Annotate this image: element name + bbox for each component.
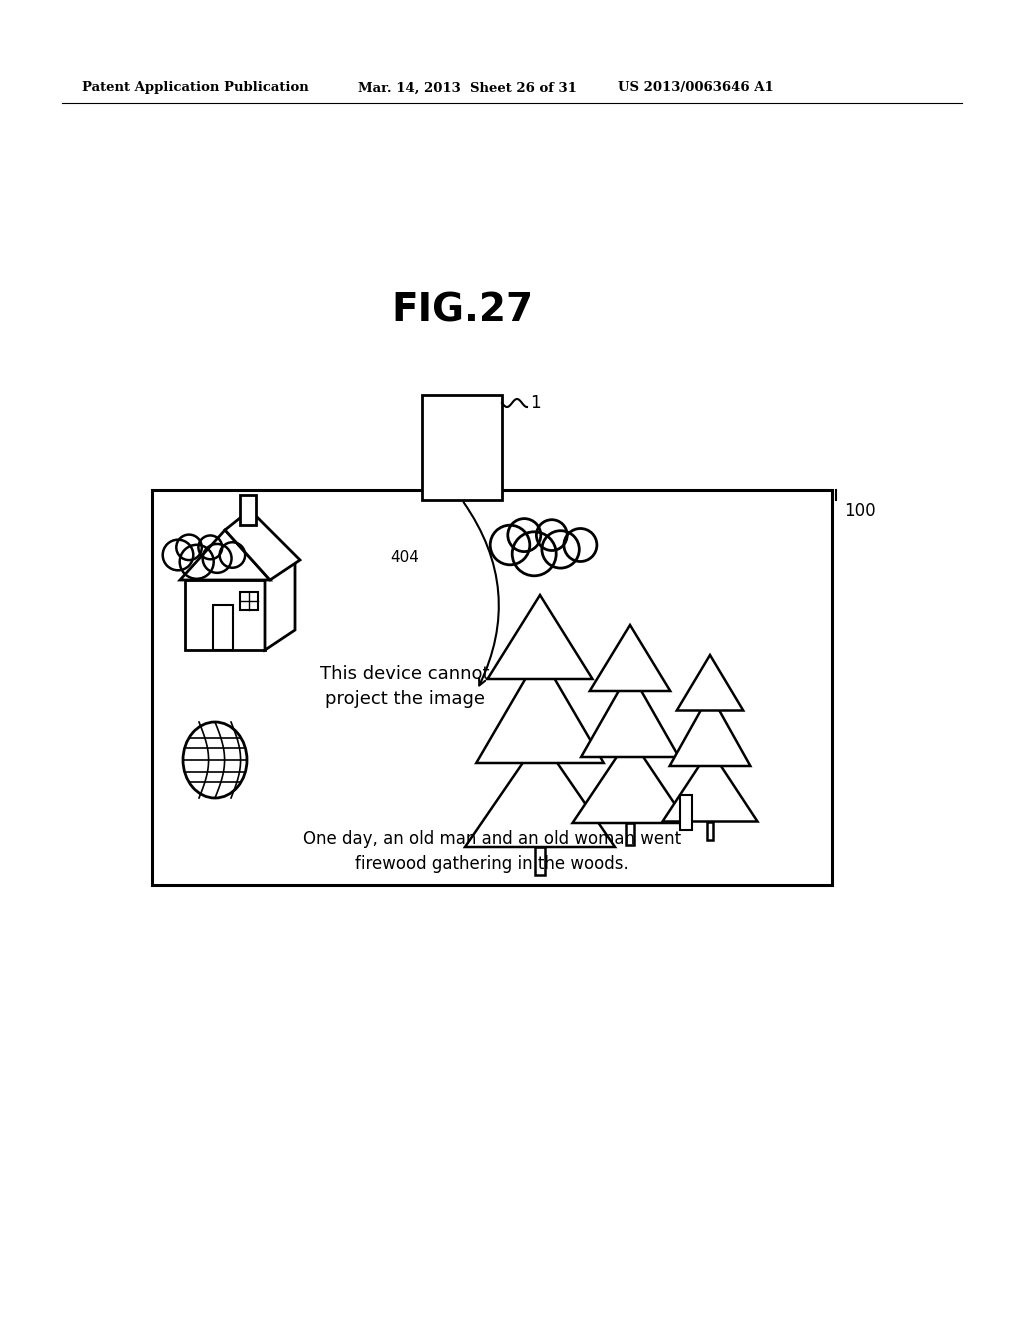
Polygon shape xyxy=(677,655,743,710)
Circle shape xyxy=(512,532,556,576)
Circle shape xyxy=(220,543,245,568)
Circle shape xyxy=(564,528,597,561)
Bar xyxy=(680,795,692,830)
Bar xyxy=(152,490,831,884)
Text: 1: 1 xyxy=(530,393,541,412)
Bar xyxy=(707,821,714,840)
Circle shape xyxy=(203,544,231,573)
Polygon shape xyxy=(225,510,300,579)
Circle shape xyxy=(542,531,580,568)
Text: This device cannot
project the image: This device cannot project the image xyxy=(319,665,489,708)
Text: 404: 404 xyxy=(390,550,419,565)
Bar xyxy=(535,847,545,875)
Circle shape xyxy=(508,519,541,552)
Polygon shape xyxy=(590,624,671,690)
Text: Mar. 14, 2013  Sheet 26 of 31: Mar. 14, 2013 Sheet 26 of 31 xyxy=(358,82,577,95)
Bar xyxy=(626,822,634,845)
Polygon shape xyxy=(663,750,758,821)
Polygon shape xyxy=(265,560,295,649)
Bar xyxy=(422,395,502,500)
Text: Patent Application Publication: Patent Application Publication xyxy=(82,82,309,95)
Polygon shape xyxy=(465,738,615,847)
Circle shape xyxy=(199,536,222,560)
Polygon shape xyxy=(670,694,751,766)
Circle shape xyxy=(176,535,202,560)
Text: FIG.27: FIG.27 xyxy=(391,290,534,329)
Text: US 2013/0063646 A1: US 2013/0063646 A1 xyxy=(618,82,774,95)
FancyArrowPatch shape xyxy=(464,503,499,685)
Polygon shape xyxy=(185,579,265,649)
Circle shape xyxy=(537,520,567,550)
Polygon shape xyxy=(476,653,604,763)
Text: One day, an old man and an old woman went
firewood gathering in the woods.: One day, an old man and an old woman wen… xyxy=(303,830,681,873)
Bar xyxy=(240,495,256,525)
Polygon shape xyxy=(487,595,593,678)
Circle shape xyxy=(163,540,194,570)
Bar xyxy=(213,605,233,649)
Circle shape xyxy=(179,545,214,578)
Bar xyxy=(240,591,258,610)
Polygon shape xyxy=(572,737,687,822)
Polygon shape xyxy=(180,531,270,579)
Ellipse shape xyxy=(183,722,247,799)
Polygon shape xyxy=(582,671,679,756)
Text: 100: 100 xyxy=(844,502,876,520)
Circle shape xyxy=(490,525,529,565)
